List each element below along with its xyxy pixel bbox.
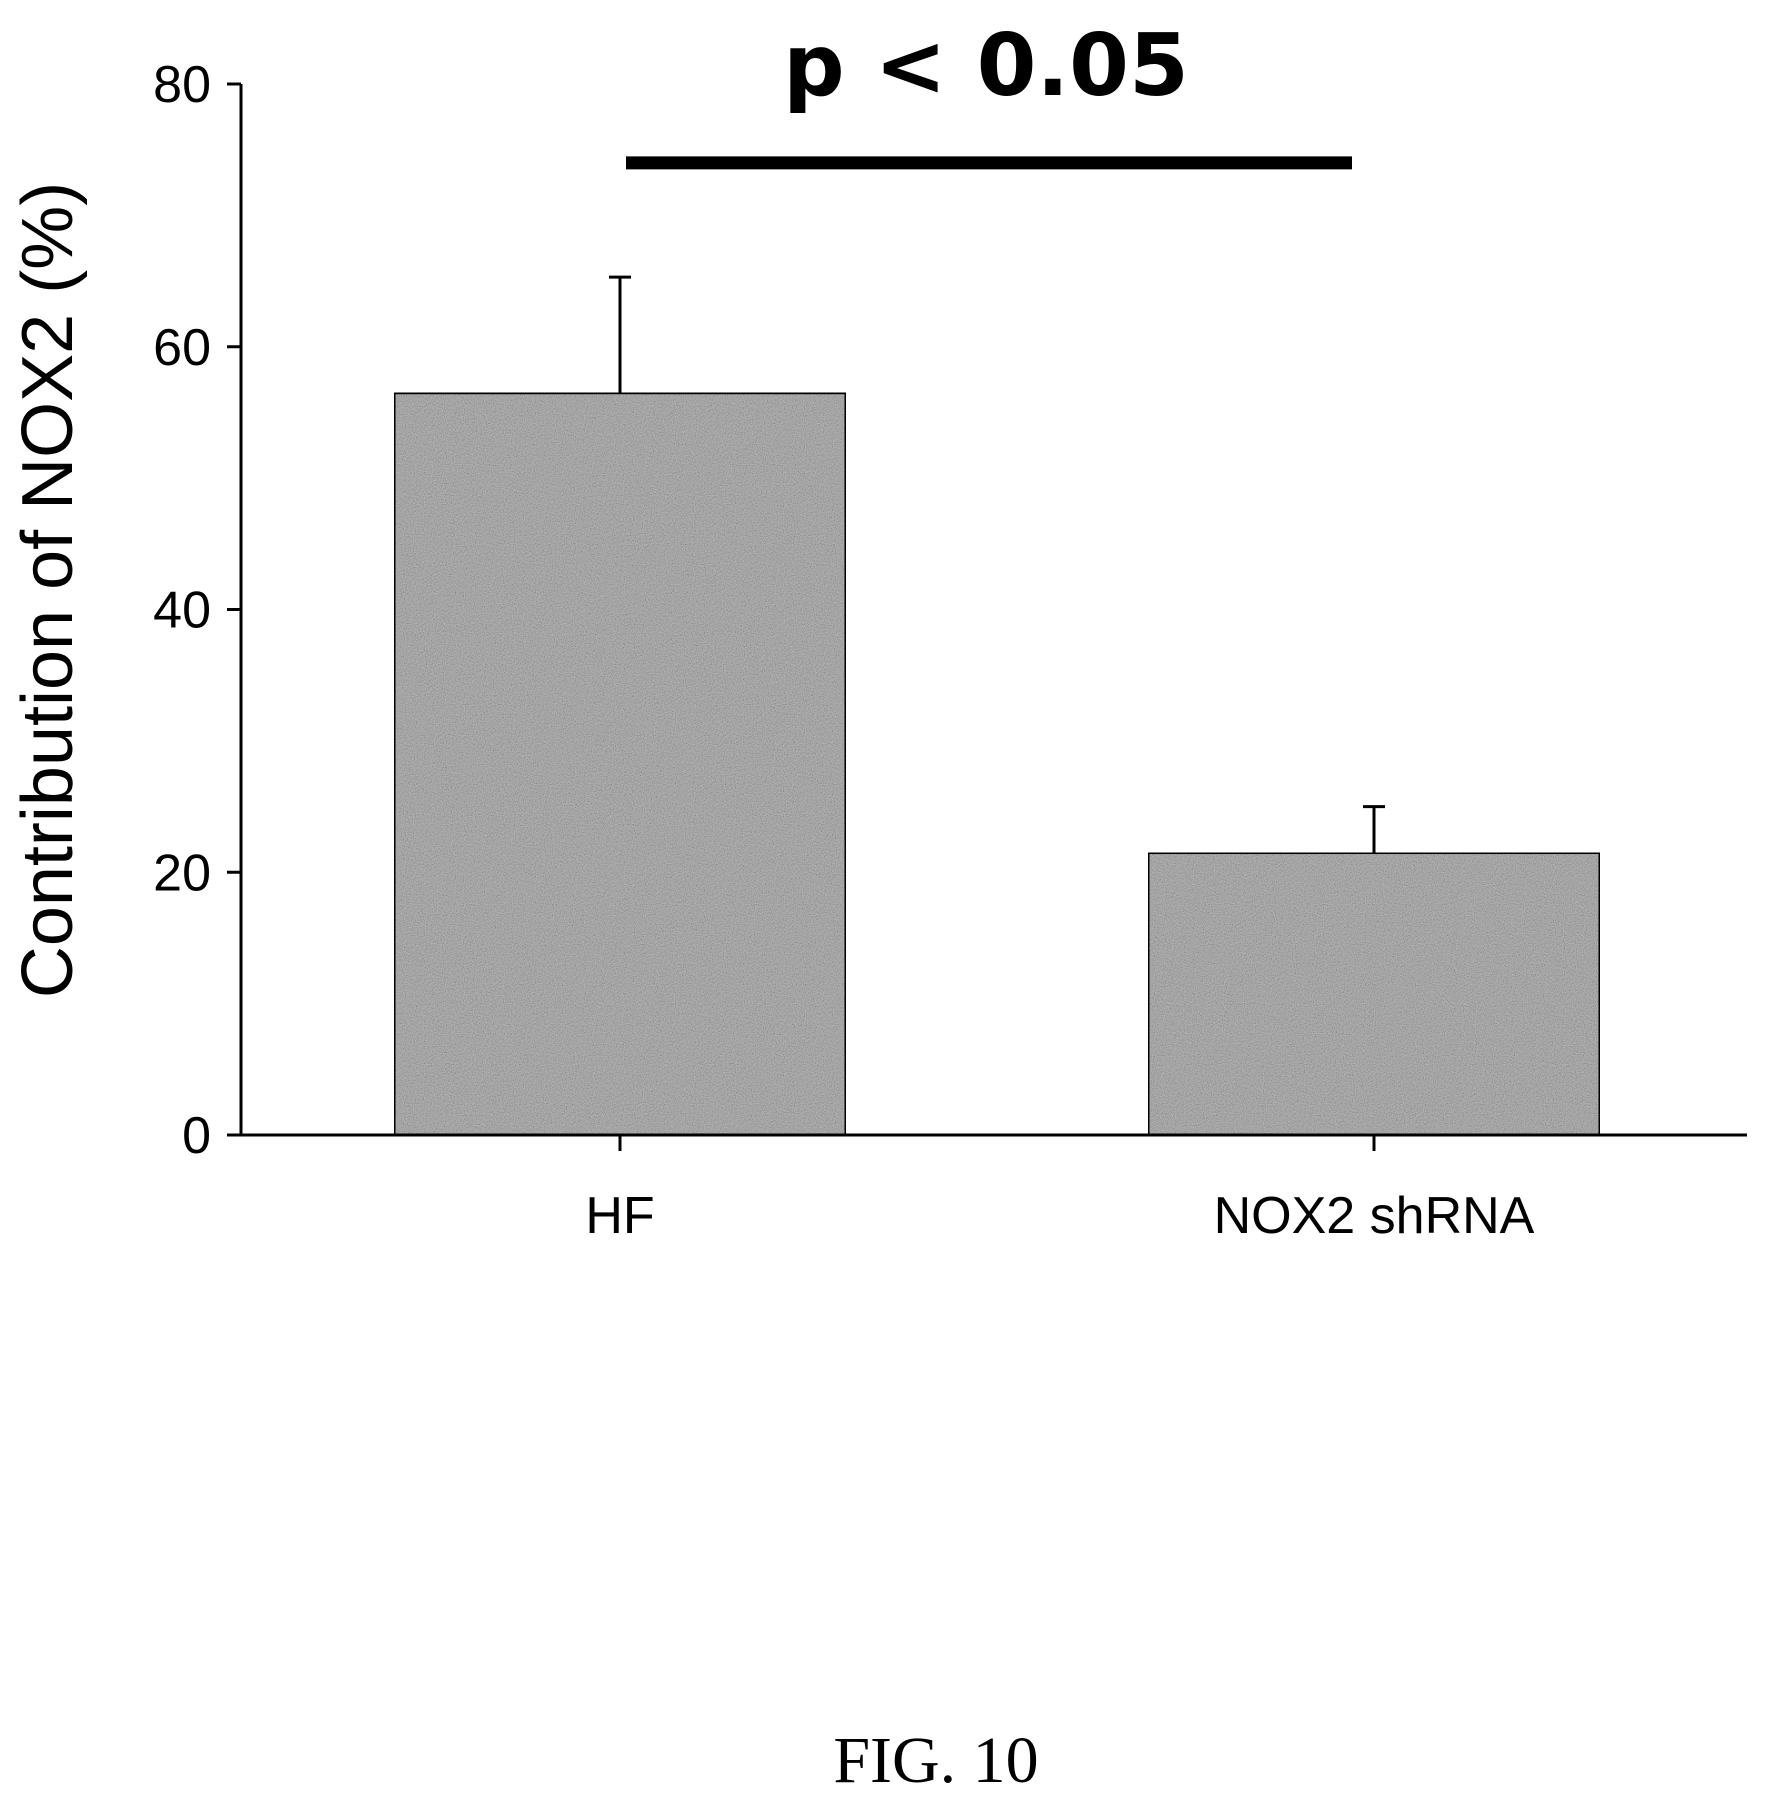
x-category-label: HF xyxy=(585,1187,654,1245)
y-tick-label: 20 xyxy=(153,844,211,902)
y-tick-label: 40 xyxy=(153,582,211,640)
significance-annotation: p < 0.05 xyxy=(626,16,1352,170)
y-tick-label: 0 xyxy=(182,1107,211,1165)
x-category-label: NOX2 shRNA xyxy=(1214,1187,1535,1245)
bars: HF NOX2 shRNA xyxy=(392,275,1602,1245)
y-ticks: 0 20 40 60 80 xyxy=(153,56,241,1165)
bar-nox2-shrna xyxy=(1146,851,1602,1137)
figure-caption: FIG. 10 xyxy=(833,1724,1038,1797)
bar-hf xyxy=(392,391,848,1137)
significance-label: p < 0.05 xyxy=(783,16,1189,116)
y-tick-label: 80 xyxy=(153,56,211,114)
y-tick-label: 60 xyxy=(153,319,211,377)
y-axis-title: Contribution of NOX2 (%) xyxy=(8,182,88,998)
